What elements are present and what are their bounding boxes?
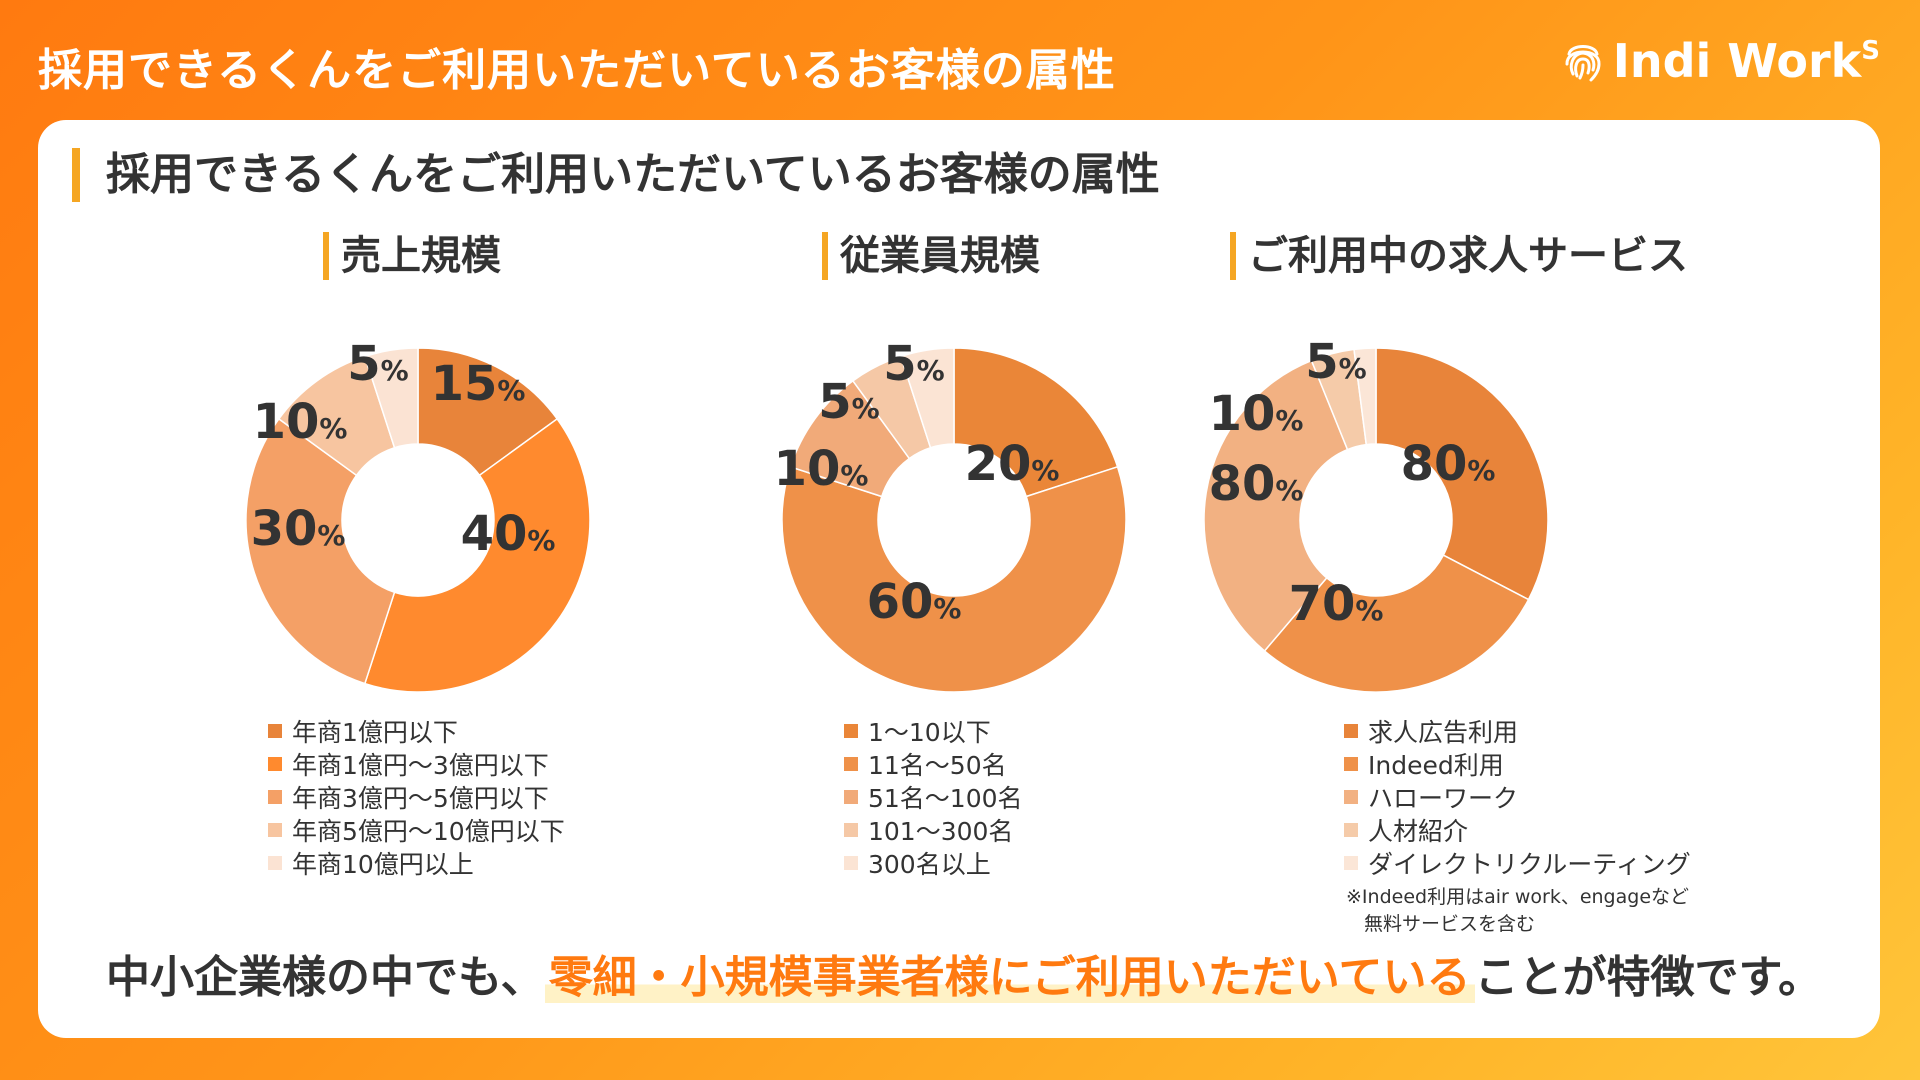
summary-prefix: 中小企業様の中でも、 (106, 952, 545, 1003)
legend-label: 求人広告利用 (1368, 717, 1519, 747)
legend-swatch (1344, 789, 1358, 804)
brand-logo: Indi Work S (1563, 34, 1880, 88)
legend-swatch (844, 822, 858, 837)
sales-legend: 年商1億円以下 年商1億円～3億円以下 年商3億円～5億円以下 年商5億円～10億円以… (268, 714, 565, 879)
legend-swatch (844, 723, 858, 738)
donut-slice (1375, 347, 1549, 601)
legend-item: 300名以上 (844, 846, 1023, 879)
donut-slice (899, 347, 955, 449)
page-title: 採用できるくんをご利用いただいているお客様の属性 (38, 45, 1116, 96)
summary-statement: 中小企業様の中でも、零細・小規模事業者様にご利用いただいていることが特徴です。 (106, 946, 1866, 1010)
legend-item: 人材紹介 (1344, 813, 1691, 846)
legend-label: Indeed利用 (1368, 750, 1504, 780)
legend-item: 年商10億円以上 (268, 846, 565, 879)
legend-item: 1～10以下 (844, 714, 1023, 747)
legend-item: 求人広告利用 (1344, 714, 1691, 747)
donut-slice (363, 417, 591, 693)
legend-label: 年商10億円以上 (292, 849, 474, 879)
data-label: 60% (867, 574, 962, 630)
logo-superscript: S (1861, 36, 1880, 66)
legend-swatch (1344, 822, 1358, 837)
data-label: 5% (818, 374, 879, 430)
data-label: 10% (774, 441, 869, 497)
data-label: 70% (1289, 576, 1384, 632)
employees-donut-chart: 20%60%10%5%5% (774, 336, 1127, 693)
legend-swatch (268, 756, 282, 771)
services-footnote: ※Indeed利用はair work、engageなど 無料サービスを含む (1346, 884, 1689, 938)
legend-item: 101～300名 (844, 813, 1023, 846)
legend-label: ハローワーク (1368, 783, 1519, 813)
donut-slice (1263, 554, 1530, 693)
summary-suffix: ことが特徴です。 (1474, 952, 1823, 1003)
legend-item: 年商5億円～10億円以下 (268, 813, 565, 846)
data-label: 10% (1209, 386, 1304, 442)
fingerprint-icon (1565, 45, 1601, 82)
legend-swatch (1344, 756, 1358, 771)
legend-swatch (268, 723, 282, 738)
footnote-line-2: 無料サービスを含む (1364, 913, 1536, 935)
legend-swatch (1344, 723, 1358, 738)
legend-label: 101～300名 (868, 816, 1014, 846)
legend-item: 51名～100名 (844, 780, 1023, 813)
legend-swatch (268, 822, 282, 837)
data-label: 5% (347, 336, 408, 392)
legend-label: ダイレクトリクルーティング (1368, 849, 1691, 879)
data-label: 5% (1305, 334, 1366, 390)
data-label: 10% (253, 394, 348, 450)
employees-legend: 1～10以下 11名～50名 51名～100名 101～300名 300名以上 (844, 714, 1023, 879)
data-label: 40% (461, 506, 556, 562)
data-label: 30% (251, 501, 346, 557)
card-title: 採用できるくんをご利用いただいているお客様の属性 (72, 148, 1160, 202)
sales-donut-chart: 15% 40% 30% 10%5% (245, 336, 591, 693)
legend-item: 年商1億円～3億円以下 (268, 747, 565, 780)
data-label: 80% (1401, 436, 1496, 492)
legend-item: ダイレクトリクルーティング (1344, 846, 1691, 879)
legend-swatch (844, 789, 858, 804)
services-donut-chart: 80% 70% 80% 10%5% (1203, 334, 1549, 693)
legend-item: 11名～50名 (844, 747, 1023, 780)
legend-label: 年商5億円～10億円以下 (292, 816, 565, 846)
donut-slice (245, 417, 396, 685)
legend-item: 年商3億円～5億円以下 (268, 780, 565, 813)
logo-text: Indi Work (1612, 34, 1862, 88)
legend-item: Indeed利用 (1344, 747, 1691, 780)
data-label: 15% (431, 356, 526, 412)
legend-swatch (1344, 855, 1358, 870)
sales-section-title: 売上規模 (323, 232, 501, 280)
donut-slice (363, 347, 419, 449)
legend-label: 年商3億円～5億円以下 (292, 783, 549, 813)
data-label: 5% (883, 336, 944, 392)
legend-swatch (844, 855, 858, 870)
legend-swatch (268, 789, 282, 804)
footnote-line-1: ※Indeed利用はair work、engageなど (1346, 886, 1690, 908)
legend-label: 年商1億円～3億円以下 (292, 750, 549, 780)
data-label: 80% (1209, 456, 1304, 512)
legend-label: 51名～100名 (868, 783, 1023, 813)
donut-slice (1353, 347, 1377, 446)
donut-slice (1203, 359, 1349, 653)
content-card: 採用できるくんをご利用いただいているお客様の属性 売上規模 従業員規模 ご利用中… (38, 120, 1880, 1038)
legend-item: 年商1億円以下 (268, 714, 565, 747)
legend-label: 人材紹介 (1368, 816, 1469, 846)
donut-slice (953, 347, 1119, 498)
summary-highlight: 零細・小規模事業者様にご利用いただいている (544, 952, 1475, 1003)
legend-label: 年商1億円以下 (292, 717, 458, 747)
services-legend: 求人広告利用 Indeed利用 ハローワーク 人材紹介 ダイレクトリクルーティング (1344, 714, 1691, 879)
legend-item: ハローワーク (1344, 780, 1691, 813)
employees-section-title: 従業員規模 (822, 232, 1040, 280)
legend-swatch (844, 756, 858, 771)
legend-label: 11名～50名 (868, 750, 1007, 780)
services-section-title: ご利用中の求人サービス (1230, 232, 1688, 280)
legend-swatch (268, 855, 282, 870)
data-label: 20% (965, 436, 1060, 492)
legend-label: 300名以上 (868, 849, 991, 879)
donut-slice (781, 465, 1127, 693)
legend-label: 1～10以下 (868, 717, 991, 747)
